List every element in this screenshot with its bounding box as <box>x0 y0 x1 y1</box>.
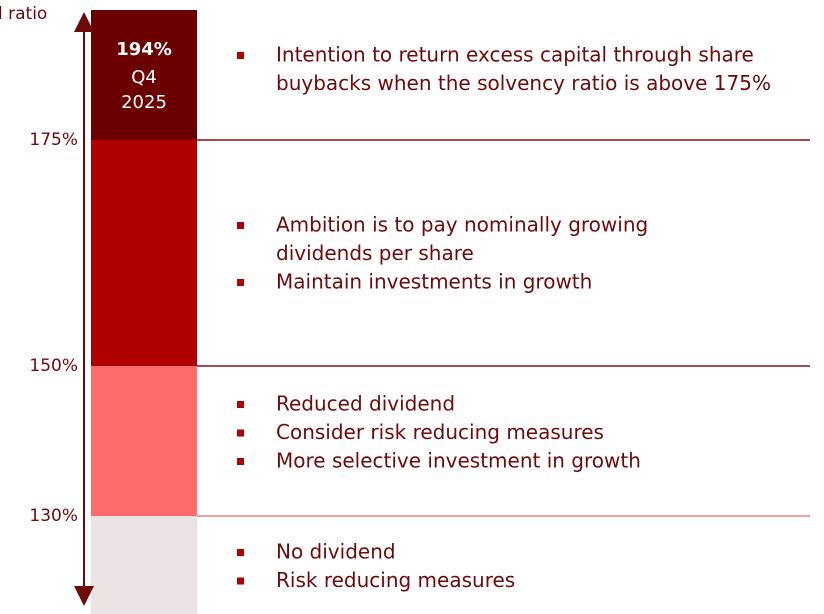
bullet-marker <box>237 549 244 556</box>
bullet-marker <box>237 222 244 229</box>
bullet-text: buybacks when the solvency ratio is abov… <box>276 71 771 95</box>
bullet-text: Reduced dividend <box>276 392 455 416</box>
level-label: 130% <box>29 506 78 526</box>
zone-bottom <box>91 516 197 614</box>
level-label: 150% <box>29 356 78 376</box>
bullet-marker <box>237 577 244 585</box>
level-label: 175% <box>29 130 78 150</box>
current-value: 194% <box>116 39 172 60</box>
bullet-text: More selective investment in growth <box>276 449 641 473</box>
current-year: 2025 <box>121 92 167 113</box>
bullet-text: Ambition is to pay nominally growing <box>276 213 648 237</box>
bullet-text: No dividend <box>276 540 396 564</box>
bullet-text: dividends per share <box>276 241 474 265</box>
bullet-marker <box>237 458 244 465</box>
bullet-marker <box>237 279 244 286</box>
bullet-marker <box>237 429 244 437</box>
zone-low <box>91 366 197 516</box>
axis-label: l ratio <box>0 4 47 24</box>
bullet-text: Maintain investments in growth <box>276 270 592 294</box>
bullet-text: Intention to return excess capital throu… <box>276 43 754 67</box>
zone-top <box>91 10 197 140</box>
bullet-text: Risk reducing measures <box>276 568 515 592</box>
bullet-marker <box>237 401 244 408</box>
current-period: Q4 <box>131 67 157 88</box>
bullet-text: Consider risk reducing measures <box>276 420 604 444</box>
bullet-marker <box>237 52 244 59</box>
zone-mid <box>91 140 197 366</box>
